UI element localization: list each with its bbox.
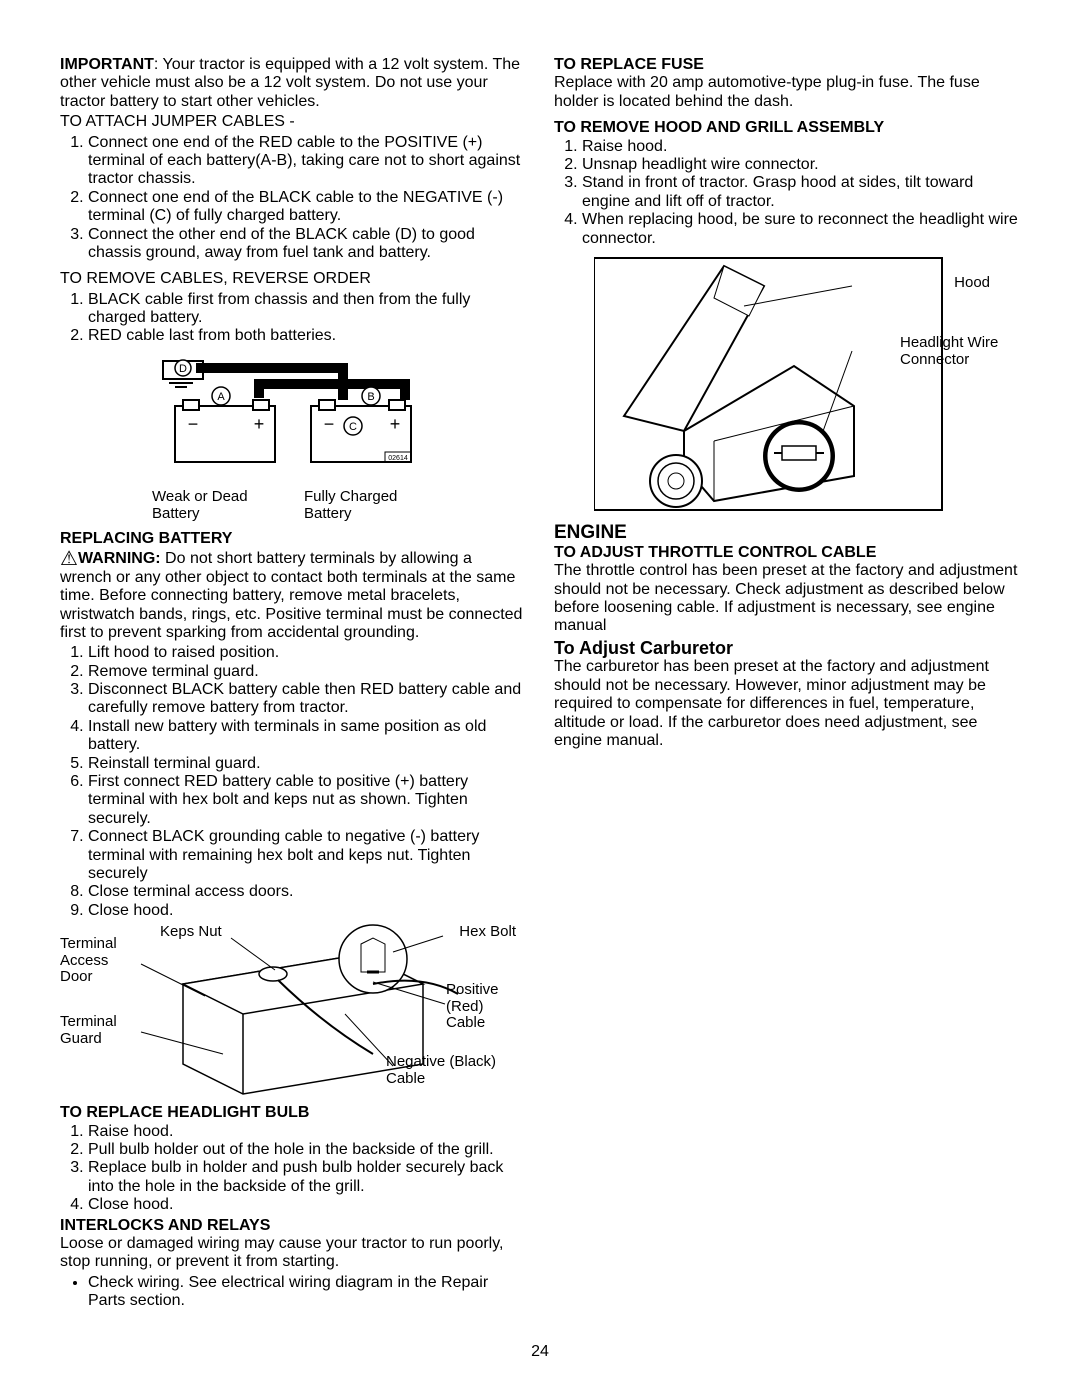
list-item: First connect RED battery cable to posit… — [88, 773, 526, 828]
list-item: Replace bulb in holder and push bulb hol… — [88, 1159, 526, 1196]
list-item: Disconnect BLACK battery cable then RED … — [88, 681, 526, 718]
important-label: IMPORTANT — [60, 56, 154, 73]
list-item: Connect one end of the BLACK cable to th… — [88, 189, 526, 226]
keps-nut-label: Keps Nut — [160, 924, 222, 941]
svg-text:D: D — [179, 363, 187, 375]
interlocks-heading: INTERLOCKS AND RELAYS — [60, 1217, 526, 1235]
remove-steps: BLACK cable first from chassis and then … — [60, 291, 526, 346]
warning-label: WARNING: — [78, 550, 161, 567]
svg-text:C: C — [349, 421, 357, 433]
negative-cable-label: Negative (Black) Cable — [386, 1054, 516, 1087]
connector-label: Headlight Wire Connector — [900, 334, 1020, 369]
warning-icon: ⚠ — [60, 548, 78, 570]
fuse-text: Replace with 20 amp automotive-type plug… — [554, 74, 1020, 111]
list-item: Check wiring. See electrical wiring diag… — [88, 1274, 526, 1311]
list-item: Connect BLACK grounding cable to negativ… — [88, 828, 526, 883]
svg-text:A: A — [217, 391, 225, 403]
svg-text:+: + — [390, 414, 401, 434]
list-item: Remove terminal guard. — [88, 663, 526, 681]
list-item: BLACK cable first from chassis and then … — [88, 291, 526, 328]
interlocks-bullets: Check wiring. See electrical wiring diag… — [60, 1274, 526, 1311]
headlight-steps: Raise hood. Pull bulb holder out of the … — [60, 1123, 526, 1215]
headlight-heading: TO REPLACE HEADLIGHT BULB — [60, 1104, 526, 1122]
list-item: Raise hood. — [88, 1123, 526, 1141]
svg-text:−: − — [324, 414, 335, 434]
list-item: Stand in front of tractor. Grasp hood at… — [582, 174, 1020, 211]
list-item: Connect the other end of the BLACK cable… — [88, 226, 526, 263]
fuse-heading: TO REPLACE FUSE — [554, 56, 1020, 74]
list-item: Raise hood. — [582, 138, 1020, 156]
positive-cable-label: Positive (Red) Cable — [446, 982, 516, 1032]
weak-battery-caption: Weak or Dead Battery — [152, 488, 282, 523]
list-item: RED cable last from both batteries. — [88, 327, 526, 345]
hood-heading: TO REMOVE HOOD AND GRILL ASSEMBLY — [554, 119, 1020, 137]
hood-diagram-svg — [594, 256, 974, 516]
svg-text:02614: 02614 — [388, 455, 408, 462]
svg-text:+: + — [254, 414, 265, 434]
hood-steps: Raise hood. Unsnap headlight wire connec… — [554, 138, 1020, 248]
warning-paragraph: ⚠WARNING: Do not short battery terminals… — [60, 549, 526, 643]
list-item: Close terminal access doors. — [88, 883, 526, 901]
list-item: Unsnap headlight wire connector. — [582, 156, 1020, 174]
battery-figure: Terminal Access Door Keps Nut Hex Bolt T… — [60, 924, 526, 1104]
replace-battery-steps: Lift hood to raised position. Remove ter… — [60, 644, 526, 920]
replacing-battery-heading: REPLACING BATTERY — [60, 530, 526, 548]
charged-battery-caption: Fully Charged Battery — [304, 488, 434, 523]
list-item: Lift hood to raised position. — [88, 644, 526, 662]
list-item: Close hood. — [88, 902, 526, 920]
list-item: Close hood. — [88, 1196, 526, 1214]
hood-label: Hood — [954, 274, 990, 291]
list-item: Install new battery with terminals in sa… — [88, 718, 526, 755]
throttle-heading: TO ADJUST THROTTLE CONTROL CABLE — [554, 544, 1020, 562]
svg-text:B: B — [367, 391, 374, 403]
hood-figure: Hood Headlight Wire Connector — [594, 256, 1060, 516]
list-item: When replacing hood, be sure to reconnec… — [582, 211, 1020, 248]
interlocks-text: Loose or damaged wiring may cause your t… — [60, 1235, 526, 1272]
hex-bolt-label: Hex Bolt — [459, 924, 516, 941]
cable-diagram-svg: D − + A − + B C 02614 — [153, 356, 433, 486]
list-item: Connect one end of the RED cable to the … — [88, 134, 526, 189]
list-item: Pull bulb holder out of the hole in the … — [88, 1141, 526, 1159]
engine-heading: ENGINE — [554, 522, 1020, 544]
carb-text: The carburetor has been preset at the fa… — [554, 658, 1020, 750]
attach-heading: TO ATTACH JUMPER CABLES - — [60, 113, 526, 131]
terminal-guard-label: Terminal Guard — [60, 1014, 140, 1047]
important-paragraph: IMPORTANT: Your tractor is equipped with… — [60, 56, 526, 111]
carb-heading: To Adjust Carburetor — [554, 638, 1020, 659]
list-item: Reinstall terminal guard. — [88, 755, 526, 773]
remove-heading: TO REMOVE CABLES, REVERSE ORDER — [60, 270, 526, 288]
attach-steps: Connect one end of the RED cable to the … — [60, 134, 526, 263]
terminal-access-label: Terminal Access Door — [60, 936, 140, 986]
svg-text:−: − — [188, 414, 199, 434]
throttle-text: The throttle control has been preset at … — [554, 562, 1020, 636]
jumper-cable-figure: D − + A − + B C 02614 We — [60, 356, 526, 523]
page-number: 24 — [0, 1343, 1080, 1361]
